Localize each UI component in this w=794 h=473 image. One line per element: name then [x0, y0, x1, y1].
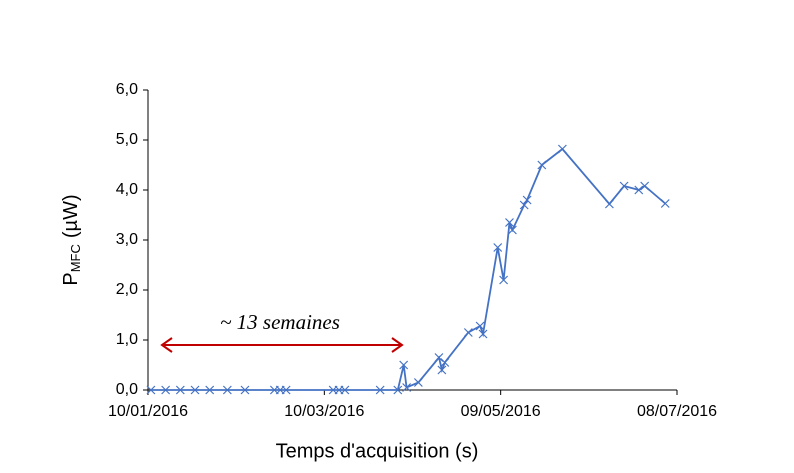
y-tick-label: 2,0 — [116, 281, 138, 298]
point-marker — [175, 385, 185, 395]
point-marker — [340, 385, 350, 395]
point-marker — [393, 385, 403, 395]
series-line — [150, 147, 666, 391]
point-marker — [475, 321, 485, 331]
point-marker — [440, 358, 450, 367]
point-marker — [522, 195, 532, 205]
y-tick-label: 5,0 — [116, 131, 138, 148]
point-marker — [413, 378, 423, 387]
point-marker — [557, 144, 567, 154]
point-marker — [434, 353, 444, 362]
x-tick-label: 08/07/2016 — [637, 403, 717, 420]
point-marker — [161, 385, 171, 395]
point-marker — [499, 275, 509, 285]
y-tick-label: 6,0 — [116, 81, 138, 98]
point-marker — [190, 385, 200, 395]
x-tick-label: 09/05/2016 — [461, 403, 541, 420]
point-marker — [402, 383, 412, 392]
x-tick-label: 10/01/2016 — [108, 403, 188, 420]
point-marker — [375, 385, 385, 395]
point-marker — [437, 365, 447, 375]
x-tick-label: 10/03/2016 — [284, 403, 364, 420]
point-marker — [222, 385, 232, 395]
y-label-main: P — [60, 272, 82, 285]
point-marker — [604, 199, 614, 209]
y-axis-label: PMFC (µW) — [60, 194, 83, 285]
y-tick-label: 0,0 — [116, 381, 138, 398]
point-marker — [399, 360, 409, 370]
point-marker — [519, 200, 529, 210]
annotation: ~ 13 semaines — [220, 310, 340, 334]
point-marker — [478, 329, 488, 339]
y-tick-label: 1,0 — [116, 331, 138, 348]
y-label-sub: MFC — [68, 244, 83, 272]
point-marker — [205, 385, 215, 395]
y-label-unit: (µW) — [60, 194, 82, 238]
point-marker — [281, 385, 291, 395]
point-marker — [146, 385, 156, 395]
point-marker — [240, 385, 250, 395]
point-marker — [507, 225, 517, 235]
point-marker — [537, 160, 547, 170]
y-tick-label: 3,0 — [116, 231, 138, 248]
point-marker — [505, 218, 514, 227]
x-axis-label: Temps d'acquisition (s) — [276, 440, 479, 462]
point-marker — [619, 181, 629, 191]
point-marker — [660, 199, 670, 208]
point-marker — [634, 185, 644, 195]
point-marker — [493, 243, 503, 252]
annotation-arrow — [160, 337, 404, 353]
y-tick-label: 4,0 — [116, 181, 138, 198]
point-marker — [640, 181, 650, 191]
point-marker — [463, 328, 473, 337]
